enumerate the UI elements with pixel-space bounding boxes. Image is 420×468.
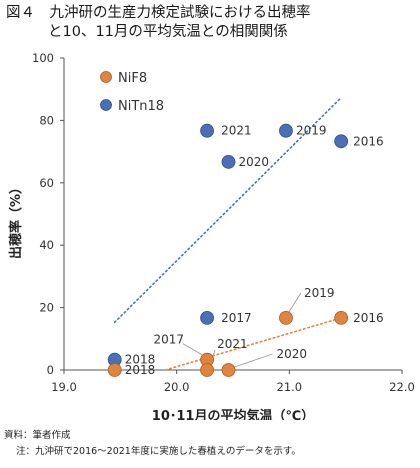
y-tick-label: 60 bbox=[39, 176, 54, 190]
legend-label-nitn18: NiTn18 bbox=[118, 99, 164, 114]
leader-nif8-2020 bbox=[234, 353, 273, 368]
point-nif8-2019 bbox=[279, 310, 293, 325]
x-tick-label: 21.0 bbox=[277, 380, 303, 394]
point-nif8-2016 bbox=[334, 310, 349, 325]
chart-title: 図４ 九沖研の生産力検定試験における出穂率 と10、11月の平均気温との相関関係 bbox=[6, 4, 416, 42]
point-nitn18-2019 bbox=[279, 123, 293, 138]
point-nif8-2018 bbox=[107, 363, 122, 377]
legend-marker-nitn18 bbox=[100, 99, 112, 111]
y-tick-label: 0 bbox=[47, 363, 54, 377]
y-tick-label: 40 bbox=[39, 238, 54, 252]
point-label-nif8-2021: 2021 bbox=[217, 337, 248, 351]
point-label-nif8-2016: 2016 bbox=[353, 311, 384, 325]
legend-marker-nif8 bbox=[100, 71, 112, 83]
point-label-nitn18-2018: 2018 bbox=[125, 353, 156, 367]
title-line-2: と10、11月の平均気温との相関関係 bbox=[48, 24, 288, 40]
y-tick-label: 100 bbox=[32, 51, 54, 65]
point-label-nitn18-2017: 2017 bbox=[221, 311, 252, 325]
footnote: 注：九沖研で2016～2021年度に実施した春植えのデータを示す。 bbox=[16, 446, 301, 457]
point-nif8-2021 bbox=[200, 363, 214, 377]
point-label-nitn18-2021: 2021 bbox=[221, 124, 252, 138]
title-line-1: 図４ 九沖研の生産力検定試験における出穂率 bbox=[6, 5, 311, 21]
leader-nif8-2017 bbox=[182, 343, 203, 356]
x-axis-title: 10･11月の平均気温（℃） bbox=[152, 408, 314, 420]
y-axis-title: 出穂率（%） bbox=[8, 181, 24, 259]
point-label-nitn18-2020: 2020 bbox=[238, 155, 269, 169]
x-tick-label: 20.0 bbox=[164, 380, 190, 394]
trendline-nitn18 bbox=[113, 96, 342, 324]
trendline-nif8 bbox=[164, 317, 342, 371]
x-tick-label: 19.0 bbox=[51, 380, 77, 394]
point-label-nif8-2020: 2020 bbox=[276, 347, 307, 361]
x-tick-label: 22.0 bbox=[389, 380, 415, 394]
point-label-nif8-2017: 2017 bbox=[154, 333, 185, 347]
point-nitn18-2016 bbox=[334, 134, 349, 149]
point-label-nif8-2019: 2019 bbox=[304, 286, 335, 300]
point-label-nif8-2018: 2018 bbox=[125, 363, 156, 377]
point-label-nitn18-2019: 2019 bbox=[296, 124, 327, 138]
scatter-chart: 0 20 40 60 80 100 19.0 20.0 21.0 22.0 10･11月の平均気温（… bbox=[8, 51, 415, 420]
point-nitn18-2020 bbox=[221, 154, 236, 169]
leader-nif8-2019 bbox=[288, 292, 302, 313]
legend-label-nif8: NiF8 bbox=[118, 71, 147, 86]
y-tick-label: 80 bbox=[39, 113, 54, 127]
point-nitn18-2021 bbox=[200, 123, 214, 138]
y-tick-label: 20 bbox=[39, 301, 54, 315]
point-nif8-2020 bbox=[221, 363, 236, 377]
source-note: 資料：筆者作成 bbox=[4, 430, 71, 441]
point-label-nitn18-2016: 2016 bbox=[353, 134, 384, 148]
point-nitn18-2017 bbox=[200, 310, 214, 325]
